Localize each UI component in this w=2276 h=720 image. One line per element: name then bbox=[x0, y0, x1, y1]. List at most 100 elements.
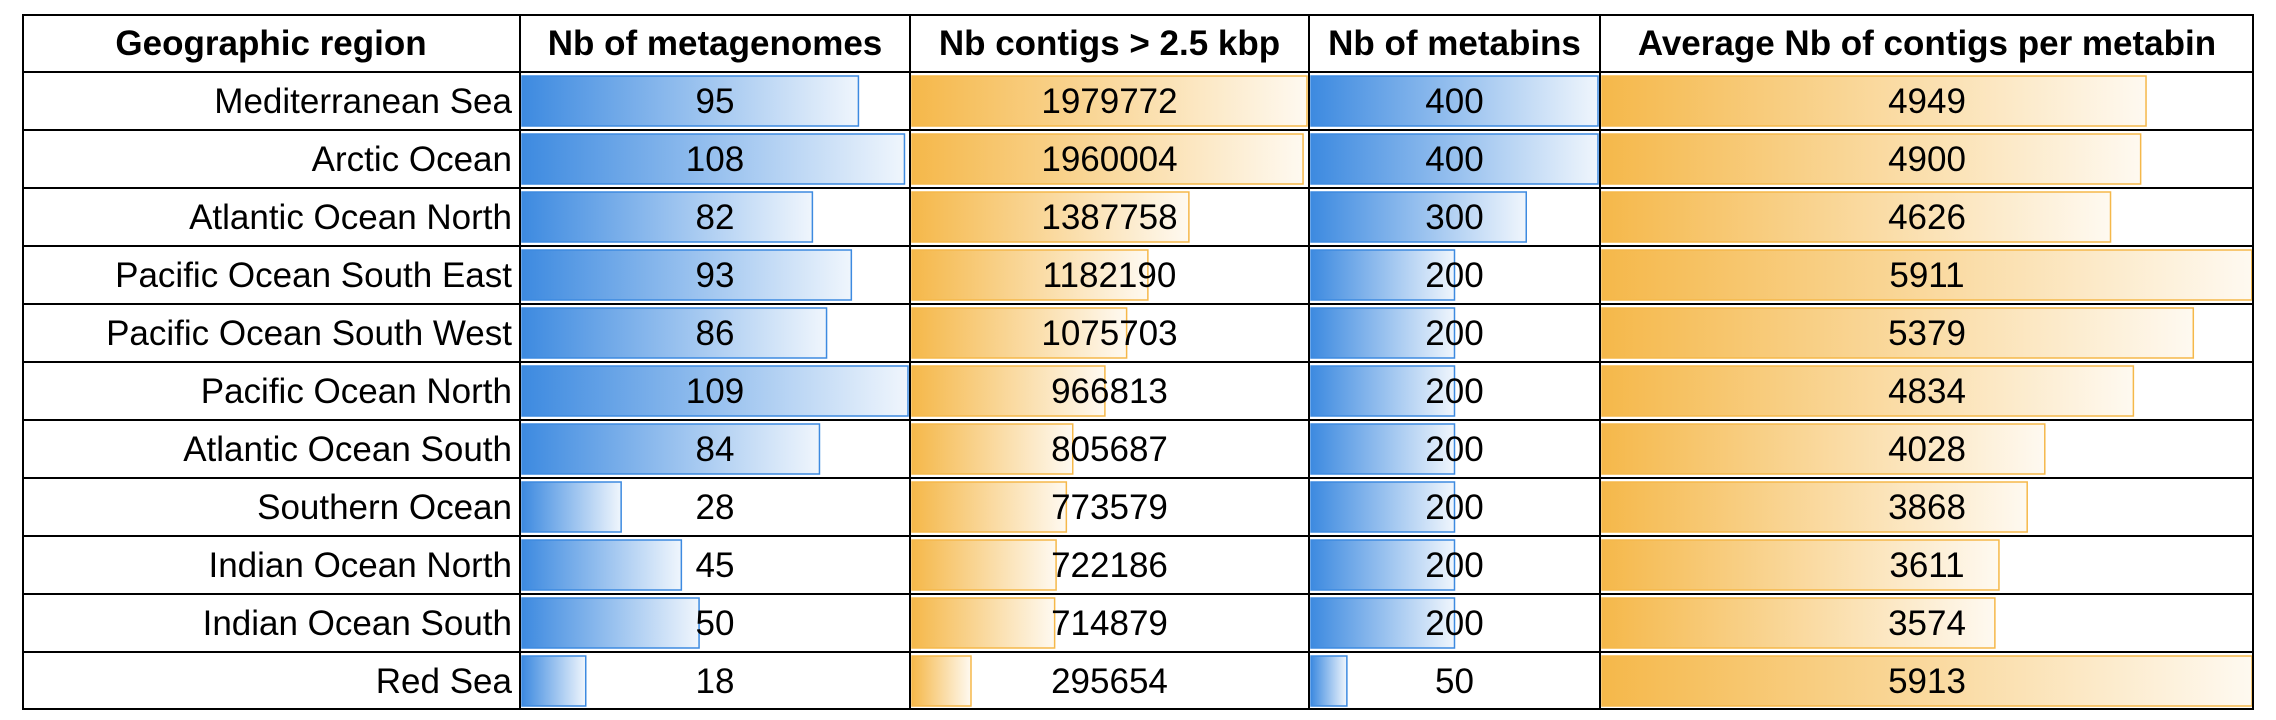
data-bar-contigs bbox=[911, 655, 972, 707]
data-bar-contigs bbox=[911, 133, 1304, 185]
data-bar-avg_contigs bbox=[1601, 249, 2253, 301]
data-bar-contigs bbox=[911, 249, 1149, 301]
data-bar-contigs bbox=[911, 423, 1074, 475]
data-bar-avg_contigs bbox=[1601, 365, 2135, 417]
cell-value-contigs: 1979772 bbox=[1041, 82, 1177, 121]
column-header-metagenomes: Nb of metagenomes bbox=[548, 24, 883, 63]
cell-value-avg_contigs: 3868 bbox=[1888, 488, 1966, 527]
cell-value-avg_contigs: 5911 bbox=[1889, 256, 1964, 295]
data-bar-metagenomes bbox=[521, 249, 853, 301]
data-bar-metagenomes bbox=[521, 365, 909, 417]
cell-value-contigs: 773579 bbox=[1051, 488, 1168, 527]
cell-value-metabins: 200 bbox=[1425, 256, 1483, 295]
cell-value-metagenomes: 50 bbox=[696, 604, 735, 643]
data-bar-metabins bbox=[1310, 655, 1348, 707]
data-bar-metabins bbox=[1310, 423, 1456, 475]
cell-value-contigs: 1387758 bbox=[1041, 198, 1177, 237]
data-bar-contigs bbox=[911, 191, 1190, 243]
cell-value-contigs: 722186 bbox=[1051, 546, 1168, 585]
cell-value-contigs: 966813 bbox=[1051, 372, 1168, 411]
cell-value-avg_contigs: 3574 bbox=[1888, 604, 1966, 643]
cell-value-avg_contigs: 4900 bbox=[1888, 140, 1966, 179]
table-svg: Geographic region Nb of metagenomes Nb con… bbox=[22, 14, 2254, 710]
cell-value-metagenomes: 18 bbox=[696, 662, 735, 701]
data-bar-metagenomes bbox=[521, 655, 587, 707]
data-bar-avg_contigs bbox=[1601, 423, 2046, 475]
row-label-region: Mediterranean Sea bbox=[214, 82, 512, 121]
row-label-region: Southern Ocean bbox=[257, 488, 512, 527]
cell-value-metabins: 400 bbox=[1425, 82, 1483, 121]
data-bar-metagenomes bbox=[521, 481, 622, 533]
data-bar-metagenomes bbox=[521, 307, 828, 359]
data-bar-contigs bbox=[911, 539, 1057, 591]
cell-value-metabins: 300 bbox=[1425, 198, 1483, 237]
cell-value-avg_contigs: 5379 bbox=[1888, 314, 1966, 353]
row-label-region: Indian Ocean South bbox=[203, 604, 512, 643]
data-bar-avg_contigs bbox=[1601, 75, 2147, 127]
cell-value-metabins: 200 bbox=[1425, 430, 1483, 469]
data-bar-metabins bbox=[1310, 481, 1456, 533]
cell-value-contigs: 295654 bbox=[1051, 662, 1168, 701]
row-label-region: Atlantic Ocean North bbox=[189, 198, 512, 237]
data-bar-contigs bbox=[911, 597, 1056, 649]
data-bar-metagenomes bbox=[521, 191, 814, 243]
data-bar-avg_contigs bbox=[1601, 655, 2253, 707]
cell-value-avg_contigs: 4834 bbox=[1888, 372, 1966, 411]
cell-value-contigs: 1960004 bbox=[1041, 140, 1177, 179]
cell-value-avg_contigs: 4626 bbox=[1888, 198, 1966, 237]
row-label-region: Atlantic Ocean South bbox=[183, 430, 512, 469]
data-bar-metabins bbox=[1310, 539, 1456, 591]
cell-value-metagenomes: 28 bbox=[696, 488, 735, 527]
data-bar-avg_contigs bbox=[1601, 597, 1996, 649]
grid-layer bbox=[22, 14, 2254, 710]
data-bar-metabins bbox=[1310, 307, 1456, 359]
cell-value-metagenomes: 82 bbox=[696, 198, 735, 237]
cell-value-metagenomes: 45 bbox=[696, 546, 735, 585]
row-label-region: Pacific Ocean North bbox=[201, 372, 512, 411]
cell-value-contigs: 805687 bbox=[1051, 430, 1168, 469]
cell-value-metagenomes: 84 bbox=[696, 430, 735, 469]
cell-value-metagenomes: 86 bbox=[696, 314, 735, 353]
data-bar-contigs bbox=[911, 75, 1308, 127]
data-bar-avg_contigs bbox=[1601, 191, 2112, 243]
data-bar-avg_contigs bbox=[1601, 481, 2028, 533]
data-bar-metagenomes bbox=[521, 597, 700, 649]
cell-value-metabins: 50 bbox=[1435, 662, 1474, 701]
data-bar-metabins bbox=[1310, 365, 1456, 417]
bars-layer bbox=[521, 75, 2253, 707]
data-bar-contigs bbox=[911, 481, 1068, 533]
cell-value-metagenomes: 93 bbox=[696, 256, 735, 295]
cell-value-metagenomes: 109 bbox=[686, 372, 744, 411]
cell-value-avg_contigs: 3611 bbox=[1889, 546, 1964, 585]
data-bar-metagenomes bbox=[521, 423, 821, 475]
row-label-region: Pacific Ocean South West bbox=[106, 314, 512, 353]
data-bar-contigs bbox=[911, 307, 1128, 359]
data-bar-metabins bbox=[1310, 133, 1599, 185]
data-bar-metagenomes bbox=[521, 133, 906, 185]
cell-value-metabins: 200 bbox=[1425, 488, 1483, 527]
data-bar-metabins bbox=[1310, 249, 1456, 301]
row-label-region: Red Sea bbox=[376, 662, 513, 701]
cell-value-contigs: 1075703 bbox=[1041, 314, 1177, 353]
cell-value-metabins: 400 bbox=[1425, 140, 1483, 179]
data-bar-metagenomes bbox=[521, 539, 683, 591]
cell-value-metagenomes: 95 bbox=[696, 82, 735, 121]
column-header-region: Geographic region bbox=[115, 24, 426, 63]
cell-value-avg_contigs: 5913 bbox=[1888, 662, 1966, 701]
row-label-region: Pacific Ocean South East bbox=[115, 256, 512, 295]
data-bar-metabins bbox=[1310, 191, 1527, 243]
data-bar-metabins bbox=[1310, 597, 1456, 649]
data-bar-avg_contigs bbox=[1601, 539, 2000, 591]
column-header-contigs: Nb contigs > 2.5 kbp bbox=[939, 24, 1280, 63]
data-bar-metagenomes bbox=[521, 75, 860, 127]
text-layer: Geographic region Nb of metagenomes Nb con… bbox=[106, 24, 2216, 701]
data-bar-contigs bbox=[911, 365, 1106, 417]
data-bar-metabins bbox=[1310, 75, 1599, 127]
cell-value-metabins: 200 bbox=[1425, 314, 1483, 353]
data-table: Geographic region Nb of metagenomes Nb con… bbox=[22, 14, 2254, 710]
cell-value-avg_contigs: 4949 bbox=[1888, 82, 1966, 121]
cell-value-metabins: 200 bbox=[1425, 372, 1483, 411]
row-label-region: Indian Ocean North bbox=[208, 546, 512, 585]
column-header-metabins: Nb of metabins bbox=[1328, 24, 1581, 63]
data-bar-avg_contigs bbox=[1601, 307, 2195, 359]
